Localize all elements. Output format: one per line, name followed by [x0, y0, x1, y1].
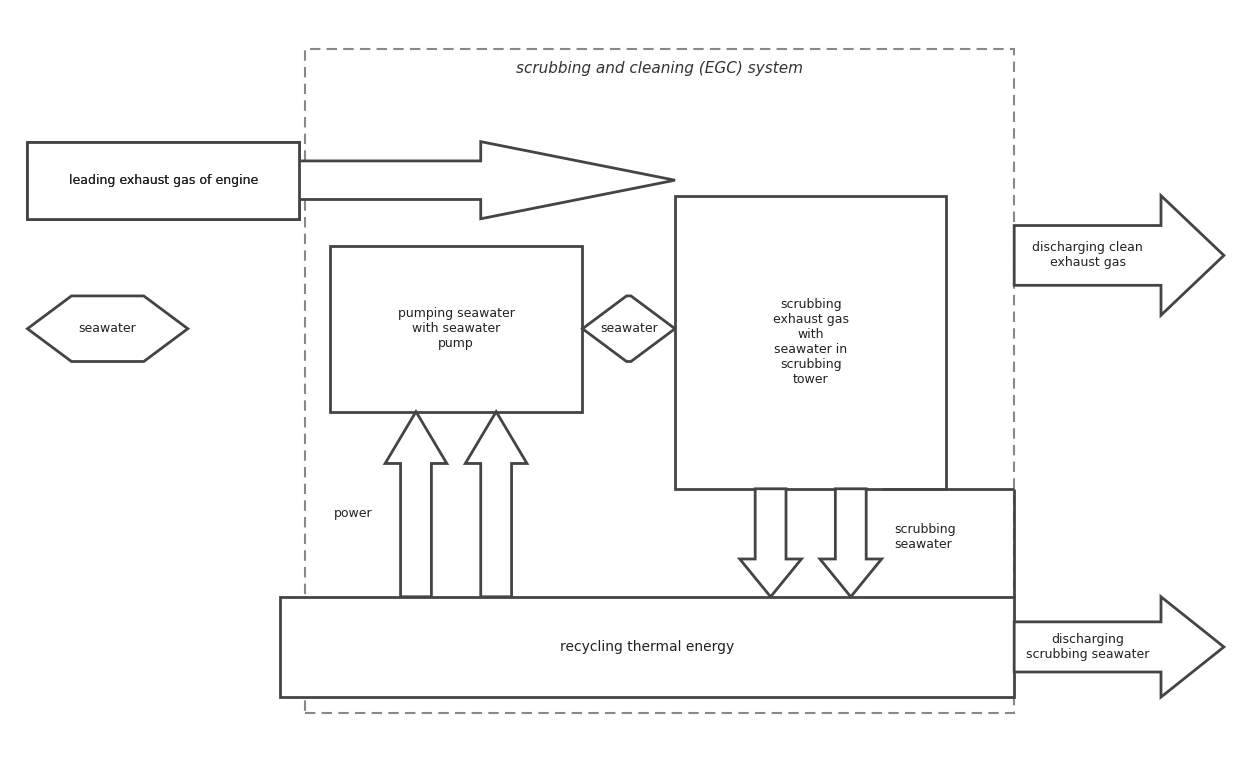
Polygon shape [740, 489, 802, 597]
Text: leading exhaust gas of engine: leading exhaust gas of engine [68, 174, 258, 186]
Text: discharging
scrubbing seawater: discharging scrubbing seawater [1026, 633, 1150, 661]
Polygon shape [1015, 597, 1224, 697]
Bar [330, 246, 582, 412]
Bar [305, 49, 1015, 713]
Text: pumping seawater
with seawater
pump: pumping seawater with seawater pump [398, 307, 514, 350]
Text: seawater: seawater [600, 322, 658, 335]
Text: recycling thermal energy: recycling thermal energy [560, 640, 735, 654]
Polygon shape [27, 296, 188, 361]
Polygon shape [385, 412, 447, 597]
Polygon shape [1015, 196, 1224, 315]
Bar [675, 196, 947, 489]
Text: leading exhaust gas of engine: leading exhaust gas of engine [68, 174, 258, 186]
Text: scrubbing
exhaust gas
with
seawater in
scrubbing
tower: scrubbing exhaust gas with seawater in s… [773, 298, 849, 386]
Polygon shape [27, 141, 675, 219]
Text: scrubbing
seawater: scrubbing seawater [895, 524, 955, 552]
Bar [27, 141, 299, 219]
Text: power: power [335, 507, 373, 520]
Bar [27, 141, 299, 219]
Bar [280, 597, 1015, 697]
Text: seawater: seawater [79, 322, 136, 335]
Text: discharging clean
exhaust gas: discharging clean exhaust gas [1032, 242, 1142, 270]
Polygon shape [582, 296, 675, 361]
Polygon shape [820, 489, 882, 597]
Polygon shape [466, 412, 527, 597]
Text: scrubbing and cleaning (EGC) system: scrubbing and cleaning (EGC) system [517, 61, 803, 76]
